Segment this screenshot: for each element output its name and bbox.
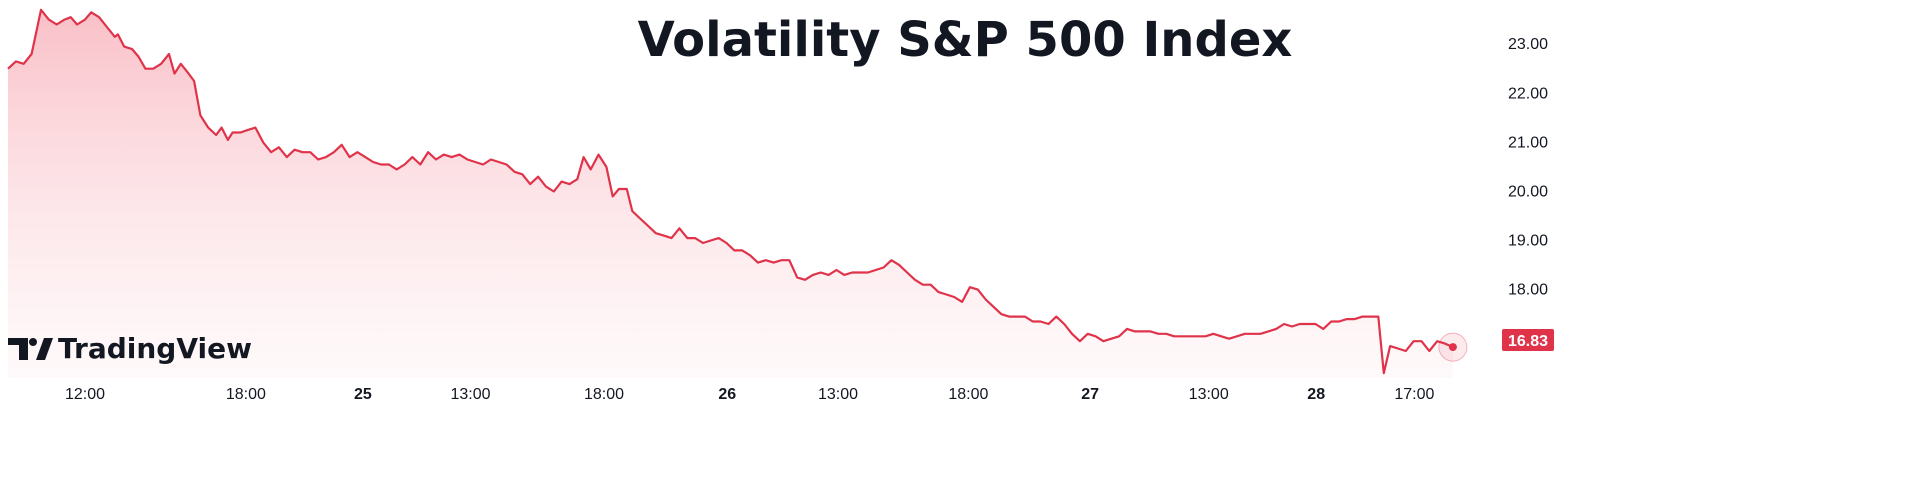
x-tick-label: 27: [1081, 386, 1099, 403]
x-tick-label: 28: [1307, 386, 1325, 403]
x-tick-label: 13:00: [818, 386, 858, 403]
y-tick-label: 19.00: [1508, 233, 1548, 250]
x-tick-label: 17:00: [1394, 386, 1434, 403]
series-line: [7, 8, 1454, 375]
x-tick-label: 18:00: [226, 386, 266, 403]
x-tick-label: 26: [718, 386, 736, 403]
last-value-label: 16.83: [1508, 333, 1548, 350]
x-axis: 12:00 18:00 25 13:00 18:00 26 13:00 18:00 27 13:0…: [65, 386, 1435, 403]
x-tick-label: 13:00: [450, 386, 490, 403]
y-tick-label: 18.00: [1508, 282, 1548, 299]
chart-title: Volatility S&P 500 Index: [638, 12, 1293, 68]
tradingview-logo-icon: [8, 338, 53, 360]
y-tick-label: 21.00: [1508, 134, 1548, 151]
y-tick-label: 20.00: [1508, 184, 1548, 201]
tradingview-logo: TradingView: [8, 332, 252, 365]
area-shape: [8, 9, 1453, 379]
last-value-marker: [1438, 332, 1468, 362]
x-tick-label: 13:00: [1189, 386, 1229, 403]
tradingview-logo-text: TradingView: [58, 332, 252, 365]
series-line-path: [7, 8, 1454, 375]
x-tick-label: 18:00: [584, 386, 624, 403]
y-tick-label: 23.00: [1508, 36, 1548, 53]
x-tick-label: 12:00: [65, 386, 105, 403]
x-tick-label: 25: [354, 386, 372, 403]
last-value-tag: 16.83: [1502, 329, 1554, 351]
last-value-dot: [1448, 343, 1457, 352]
y-tick-label: 22.00: [1508, 85, 1548, 102]
area-fill: [8, 9, 1453, 379]
x-tick-label: 18:00: [948, 386, 988, 403]
